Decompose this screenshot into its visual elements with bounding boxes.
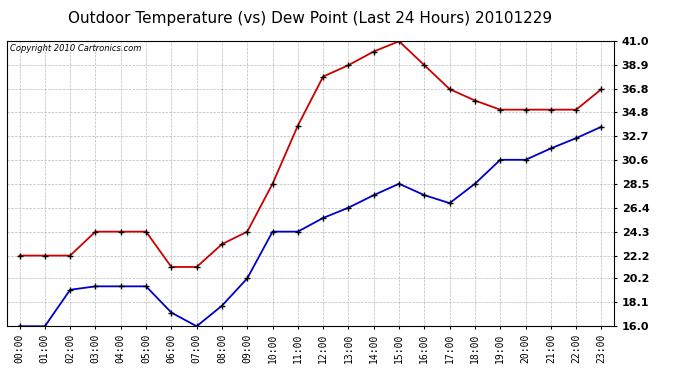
Text: Copyright 2010 Cartronics.com: Copyright 2010 Cartronics.com [10,44,141,53]
Text: Outdoor Temperature (vs) Dew Point (Last 24 Hours) 20101229: Outdoor Temperature (vs) Dew Point (Last… [68,11,553,26]
